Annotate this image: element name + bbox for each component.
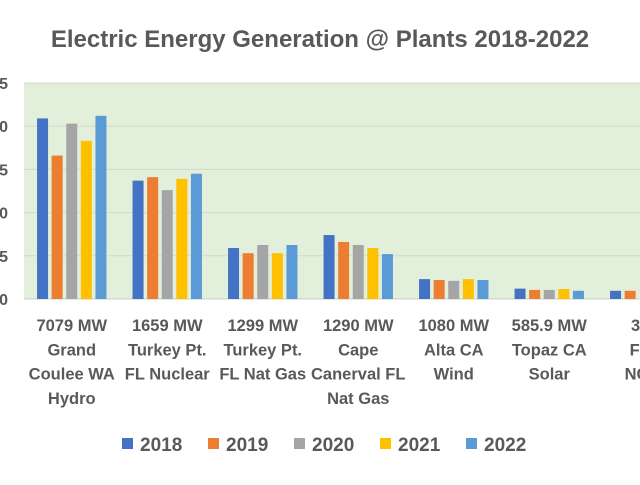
x-tick-label: Canerval FL <box>311 366 405 384</box>
bar-2022 <box>190 173 202 299</box>
bar-2022 <box>286 245 298 299</box>
bar-2018 <box>228 248 240 299</box>
bar-2021 <box>271 253 283 299</box>
y-tick-label: 5 <box>0 249 8 266</box>
x-tick-label: Turkey Pt. <box>223 341 302 359</box>
x-tick-label: 1080 MW <box>418 317 489 335</box>
legend-swatch <box>122 438 133 449</box>
x-tick-label: FL Nuclear <box>125 366 211 384</box>
bar-2020 <box>161 190 173 299</box>
x-tick-label: Wind <box>434 366 474 384</box>
x-tick-label: Hydro <box>48 390 96 408</box>
legend-swatch <box>294 438 305 449</box>
x-tick-label: 7079 MW <box>36 317 107 335</box>
bar-2021 <box>462 279 474 299</box>
x-tick-label: Nat Gas <box>327 390 389 408</box>
y-tick-label: 25 <box>0 76 8 93</box>
legend-item-2020: 2020 <box>294 435 354 456</box>
legend: 2018 2019 2020 2021 2022 <box>122 435 526 456</box>
chart-title: Electric Energy Generation @ Plants 2018… <box>51 26 589 53</box>
bar-2020 <box>448 280 460 299</box>
y-tick-label: 0 <box>0 292 8 309</box>
x-tick-label: Topaz CA <box>512 341 587 359</box>
bar-2022 <box>572 290 584 299</box>
bar-2018 <box>514 288 526 299</box>
x-tick-label: Cape <box>338 341 378 359</box>
legend-swatch <box>466 438 477 449</box>
bar-2020 <box>352 245 364 299</box>
y-tick-label: 15 <box>0 162 8 179</box>
x-tick-label: Solar <box>529 366 571 384</box>
x-tick-label: FL Nat Gas <box>219 366 306 384</box>
bar-2021 <box>558 289 570 299</box>
x-axis: 7079 MW Grand Coulee WA Hydro 1659 MW Turkey … <box>29 317 640 408</box>
legend-item-2022: 2022 <box>466 435 526 456</box>
bar-2019 <box>338 241 350 299</box>
bar-2019 <box>529 289 541 299</box>
x-tick-label: Fon <box>630 341 640 359</box>
bar-2022 <box>95 115 107 299</box>
bar-2021 <box>80 140 92 299</box>
legend-label: 2018 <box>140 435 182 456</box>
legend-swatch <box>380 438 391 449</box>
bar-2019 <box>51 155 63 299</box>
bar-2018 <box>37 118 49 299</box>
x-tick-label: 1299 MW <box>227 317 298 335</box>
legend-label: 2021 <box>398 435 441 456</box>
x-tick-label: 1290 MW <box>323 317 394 335</box>
x-tick-label: 585.9 MW <box>512 317 588 335</box>
bar-2020 <box>257 245 269 299</box>
bar-2018 <box>419 279 431 299</box>
legend-label: 2022 <box>484 435 526 456</box>
y-tick-label: 10 <box>0 206 8 223</box>
bar-2018 <box>132 180 144 299</box>
bar-2018 <box>323 235 335 299</box>
bar-2018 <box>610 290 622 299</box>
bar-2021 <box>176 178 188 299</box>
bar-2021 <box>367 248 379 299</box>
x-tick-label: NC H <box>625 366 640 384</box>
x-tick-label: Grand <box>47 341 96 359</box>
bar-2020 <box>543 289 555 299</box>
legend-swatch <box>208 438 219 449</box>
legend-item-2021: 2021 <box>380 435 441 456</box>
y-axis: 0 5 10 15 20 25 <box>0 76 8 309</box>
x-tick-label: 1659 MW <box>132 317 203 335</box>
x-tick-label: 304 <box>631 317 640 335</box>
bar-2019 <box>624 290 636 299</box>
x-tick-label: Coulee WA <box>29 366 115 384</box>
x-tick-label: Alta CA <box>424 341 484 359</box>
legend-label: 2019 <box>226 435 268 456</box>
legend-label: 2020 <box>312 435 354 456</box>
bar-2019 <box>242 253 254 299</box>
bars <box>37 115 636 299</box>
x-tick-label: Turkey Pt. <box>128 341 207 359</box>
bar-2020 <box>66 123 78 299</box>
legend-item-2018: 2018 <box>122 435 182 456</box>
bar-2019 <box>147 177 159 299</box>
bar-2019 <box>433 279 445 299</box>
y-tick-label: 20 <box>0 119 8 136</box>
bar-2022 <box>477 279 489 299</box>
bar-2022 <box>381 254 393 299</box>
legend-item-2019: 2019 <box>208 435 268 456</box>
